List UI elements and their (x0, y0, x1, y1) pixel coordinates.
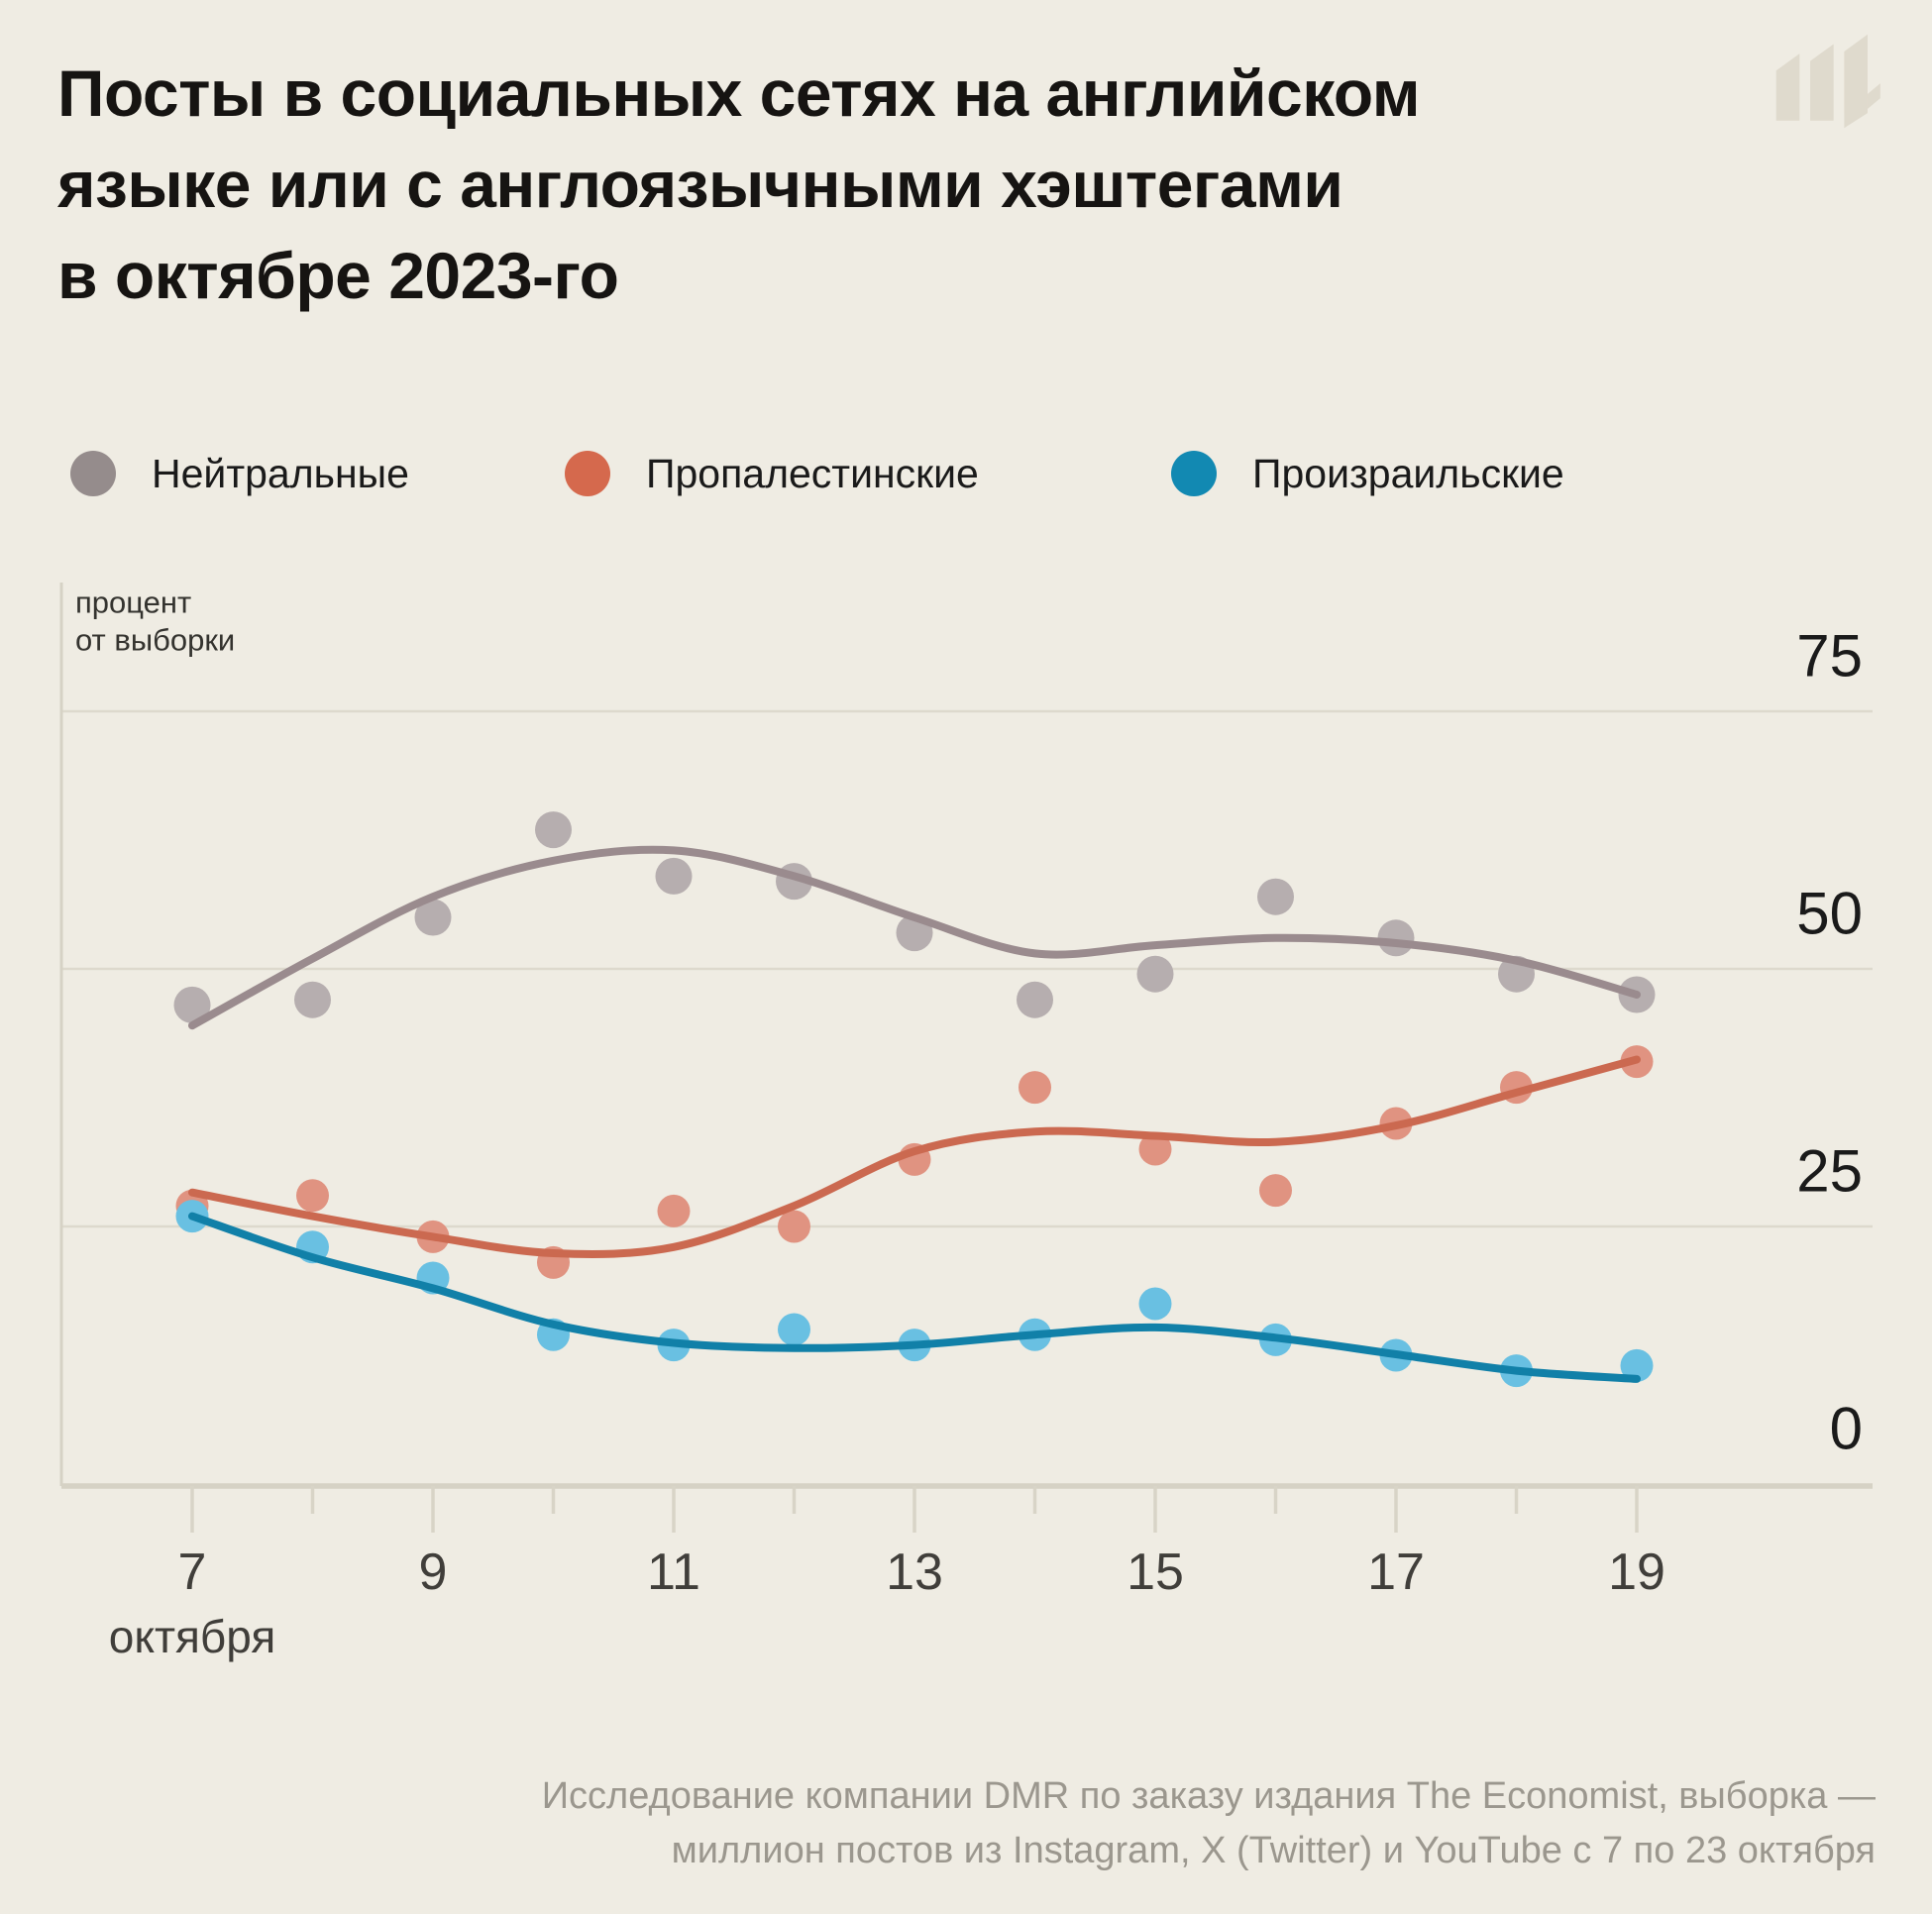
y-axis-unit-label-line-2: от выборки (75, 623, 235, 658)
series-1-dot-day-8 (296, 1179, 329, 1213)
series-0-dot-day-17 (1377, 919, 1415, 957)
series-0-dot-day-10 (535, 811, 572, 849)
chart-title: Посты в социальных сетях на английском я… (57, 48, 1742, 321)
x-tick-label-15: 15 (1127, 1543, 1184, 1601)
series-1-trend-line (188, 1055, 1641, 1258)
x-tick-label-13: 13 (886, 1543, 943, 1601)
y-tick-label-25: 25 (1796, 1138, 1863, 1205)
y-tick-label-0: 0 (1830, 1396, 1863, 1462)
series-1-dot-day-14 (1019, 1071, 1051, 1105)
y-tick-label-75: 75 (1796, 623, 1863, 690)
series-0-dot-day-15 (1136, 955, 1174, 993)
series-2-trend-line (188, 1212, 1641, 1383)
series-0-dot-day-9 (414, 899, 452, 936)
chart-title-line-2: языке или с англоязычными хэштегами (57, 148, 1343, 221)
source-note-line-1: Исследование компании DMR по заказу изда… (541, 1775, 1876, 1817)
source-note-line-2: миллион постов из Instagram, X (Twitter)… (671, 1830, 1876, 1871)
series-2-dot-day-15 (1138, 1287, 1172, 1321)
chart-title-line-3: в октябре 2023-го (57, 239, 619, 312)
x-tick-label-17: 17 (1367, 1543, 1425, 1601)
source-note: Исследование компании DMR по заказу изда… (389, 1769, 1876, 1878)
legend: Нейтральные Пропалестинские Произраильск… (0, 448, 1932, 499)
series-0-dot-day-8 (294, 981, 331, 1018)
series-2-dot-day-19 (1620, 1348, 1654, 1382)
x-tick-label-11: 11 (647, 1543, 700, 1601)
legend-item-proisraeli: Произраильские (1171, 448, 1564, 499)
series-1-dot-day-12 (778, 1210, 810, 1243)
legend-item-propalestinian: Пропалестинские (565, 448, 979, 499)
y-axis-unit-label-line-1: процент (75, 585, 191, 620)
legend-item-neutral: Нейтральные (70, 448, 409, 499)
y-tick-label-50: 50 (1796, 881, 1863, 947)
series-1-dot-day-15 (1138, 1132, 1172, 1166)
series-1-dot-day-16 (1259, 1174, 1292, 1208)
series-0-dot-day-11 (655, 857, 693, 895)
series-1-dot-day-11 (657, 1194, 691, 1227)
x-tick-label-9: 9 (419, 1543, 448, 1601)
x-tick-label-7: 7 (178, 1543, 207, 1601)
legend-swatch-proisraeli-icon (1171, 451, 1217, 496)
series-0-trend-line (188, 845, 1641, 1030)
legend-swatch-propalestinian-icon (565, 451, 610, 496)
legend-label-neutral: Нейтральные (152, 450, 409, 496)
series-2-dot-day-12 (778, 1313, 810, 1346)
legend-swatch-neutral-icon (70, 451, 116, 496)
series-0-dot-day-14 (1017, 981, 1053, 1018)
legend-label-propalestinian: Пропалестинские (646, 450, 979, 496)
x-axis-unit-label: октября (109, 1611, 276, 1662)
x-tick-label-19: 19 (1608, 1543, 1665, 1601)
legend-label-proisraeli: Произраильские (1252, 450, 1564, 496)
series-0-dot-day-7 (173, 986, 211, 1023)
series-0-dot-day-16 (1257, 878, 1294, 915)
meduza-m-logo-icon (1775, 34, 1880, 129)
chart-title-line-1: Посты в социальных сетях на английском (57, 56, 1421, 130)
